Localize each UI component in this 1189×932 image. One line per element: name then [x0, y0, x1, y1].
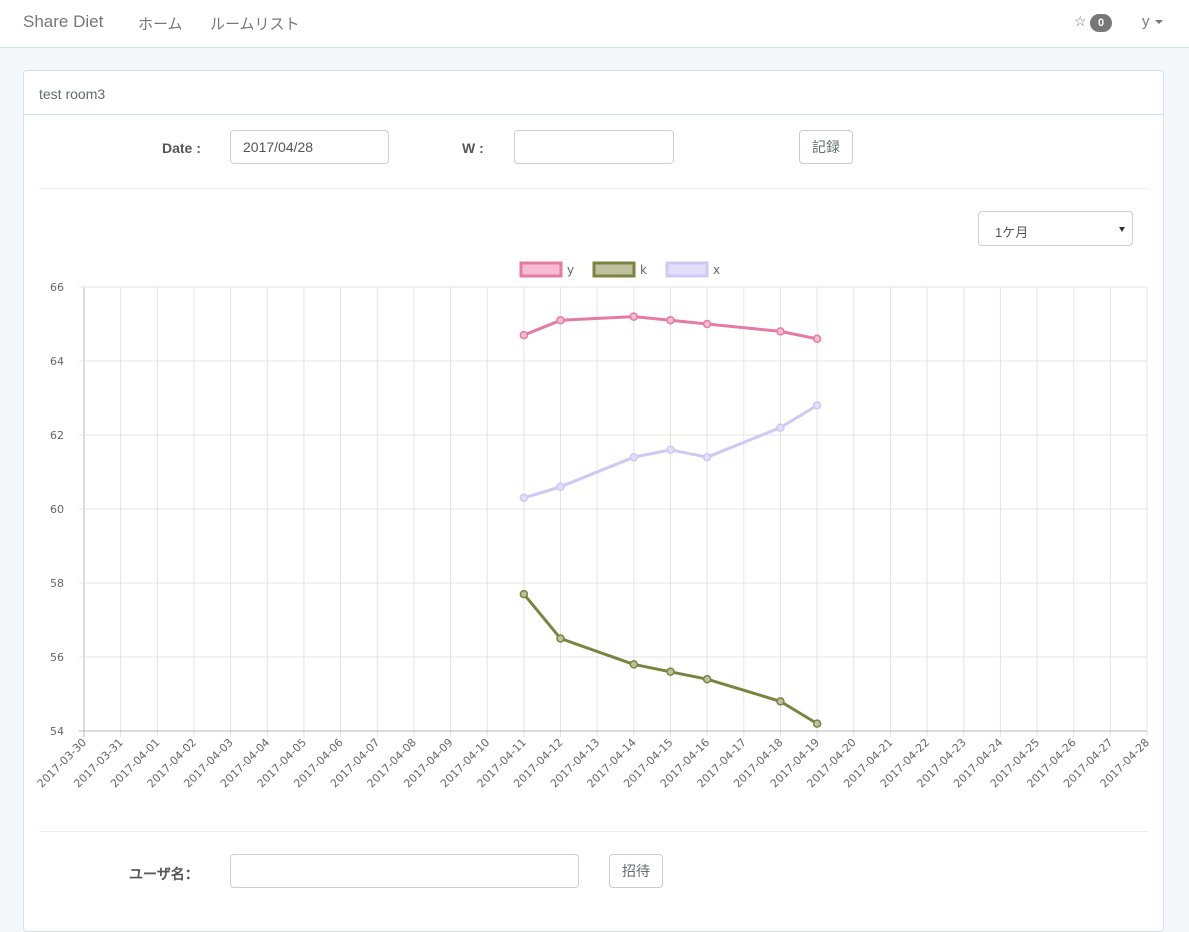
username-label: ユーザ名：: [129, 866, 199, 882]
y-tick-label: 66: [50, 281, 64, 294]
y-tick-label: 58: [50, 577, 64, 590]
data-point: [629, 312, 639, 321]
y-tick-label: 64: [50, 355, 64, 368]
top-navbar: Share Diet ホーム ルームリスト ☆ 0 y: [0, 0, 1189, 48]
y-tick-label: 62: [50, 429, 64, 442]
invite-button[interactable]: 招待: [609, 854, 663, 888]
data-point: [776, 423, 785, 432]
user-menu-toggle[interactable]: y: [1142, 13, 1150, 30]
legend-swatch: [592, 261, 636, 278]
data-point: [629, 660, 639, 669]
data-point: [776, 327, 785, 336]
room-title: test room3: [39, 86, 106, 102]
data-point: [519, 589, 529, 599]
data-point: [812, 719, 822, 728]
data-point: [702, 674, 712, 684]
data-point: [812, 401, 822, 410]
y-tick-label: 60: [50, 503, 64, 516]
data-point: [556, 634, 565, 643]
data-point: [519, 493, 529, 503]
period-select-value: 1ケ月: [995, 225, 1029, 240]
brand-link[interactable]: Share Diet: [23, 12, 104, 31]
legend-swatch: [519, 261, 563, 278]
date-label: Date :: [162, 140, 201, 156]
data-point: [666, 316, 675, 325]
data-point: [812, 334, 822, 344]
date-input[interactable]: 2017/04/28: [230, 130, 389, 164]
select-arrow-icon: [1119, 227, 1125, 232]
weight-line-chart: 2017-03-302017-03-312017-04-012017-04-02…: [35, 261, 1152, 790]
data-point: [556, 316, 565, 325]
data-point: [776, 697, 785, 706]
nav-home-link[interactable]: ホーム: [138, 16, 183, 33]
legend-label: k: [640, 263, 647, 277]
divider: [39, 831, 1148, 832]
record-button[interactable]: 記録: [799, 130, 853, 164]
y-tick-label: 56: [50, 651, 64, 664]
divider: [39, 188, 1148, 189]
data-point: [629, 452, 639, 462]
data-point: [666, 445, 675, 455]
data-point: [519, 330, 529, 340]
favorite-count-badge[interactable]: 0: [1090, 14, 1112, 32]
period-select[interactable]: 1ケ月: [978, 211, 1133, 246]
legend-label: y: [567, 263, 574, 277]
caret-down-icon[interactable]: [1155, 20, 1163, 24]
legend-label: x: [713, 263, 720, 277]
data-point: [702, 452, 712, 462]
room-panel: test room3 Date : 2017/04/28 W : 記録 1ケ月 …: [23, 70, 1164, 932]
username-input[interactable]: [230, 854, 579, 888]
data-point: [556, 482, 565, 492]
nav-room-list-link[interactable]: ルームリスト: [210, 16, 300, 33]
legend-swatch: [665, 261, 709, 278]
panel-heading: test room3: [24, 71, 1163, 115]
weight-label: W :: [462, 140, 484, 156]
star-icon[interactable]: ☆: [1074, 13, 1087, 29]
data-point: [702, 319, 712, 329]
data-point: [666, 667, 675, 677]
weight-input[interactable]: [514, 130, 674, 164]
y-tick-label: 54: [50, 725, 64, 738]
